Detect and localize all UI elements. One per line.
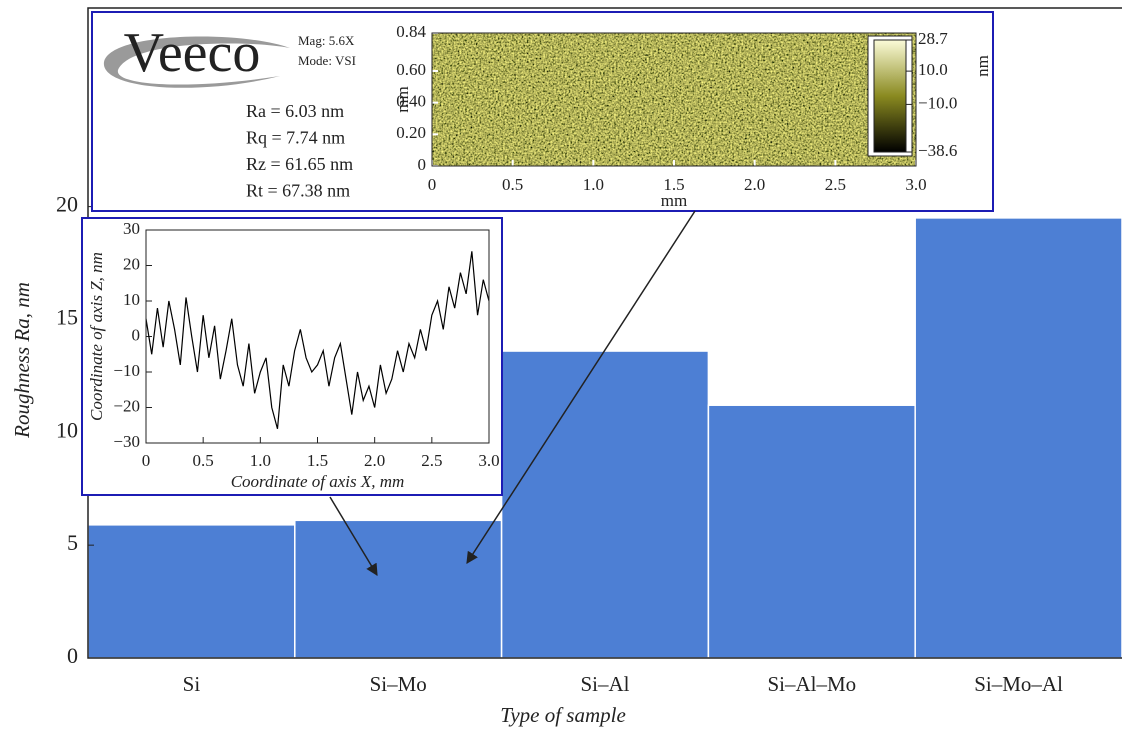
x-tick-label: Si–Al–Mo: [767, 672, 856, 696]
surface-image: [432, 33, 916, 166]
magnification: Mag: 5.6X: [298, 33, 355, 48]
bar: [87, 524, 296, 659]
colorbar-tick-label: −10.0: [918, 93, 957, 112]
x-tick-label: 0: [428, 175, 437, 194]
bar: [914, 217, 1122, 659]
logo: Veeco: [124, 22, 261, 84]
colorbar: [873, 39, 907, 153]
y-axis-label: mm: [393, 86, 412, 112]
y-tick-label: 20: [123, 254, 140, 273]
plot-frame: [145, 229, 490, 444]
y-tick-label: −20: [113, 396, 140, 415]
logo-swoosh: [103, 36, 290, 88]
roughness-parameter: Rq = 7.74 nm: [246, 128, 345, 148]
x-tick-label: Si–Mo–Al: [974, 672, 1063, 696]
x-tick-label: 3.0: [478, 451, 499, 470]
x-axis-label: mm: [661, 191, 687, 210]
colorbar-tick-label: −38.6: [918, 141, 957, 160]
x-tick-label: 2.5: [421, 451, 442, 470]
inset-box: [81, 217, 503, 496]
bar: [707, 404, 916, 659]
x-tick-label: 1.5: [307, 451, 328, 470]
y-axis-label: Roughness Ra, nm: [10, 282, 34, 439]
roughness-parameter: Rt = 67.38 nm: [246, 181, 350, 201]
x-tick-label: 2.0: [364, 451, 385, 470]
y-tick-label: 0.40: [396, 92, 426, 111]
roughness-parameter: Ra = 6.03 nm: [246, 101, 344, 121]
colorbar-tick-label: 28.7: [918, 29, 948, 48]
x-tick-label: 1.0: [583, 175, 604, 194]
x-tick-label: 0: [142, 451, 151, 470]
x-tick-label: 2.5: [825, 175, 846, 194]
x-tick-label: 1.0: [250, 451, 271, 470]
y-tick-label: 10: [56, 417, 78, 442]
arrow: [466, 210, 696, 565]
x-tick-label: 3.0: [905, 175, 926, 194]
surface-inset: Veeco Mag: 5.6X Mode: VSI Ra = 6.03 nm Rq = …: [91, 11, 994, 212]
y-tick-label: −10: [113, 361, 140, 380]
y-tick-label: 0: [67, 643, 78, 668]
x-tick-label: 0.5: [193, 451, 214, 470]
y-tick-label: 30: [123, 219, 140, 238]
y-tick-label: 15: [56, 305, 78, 330]
y-axis-label: Coordinate of axis Z, nm: [87, 252, 106, 421]
main-chart: Si Si–Mo Si–Al Si–Al–Mo Si–Mo–Al 0 5 10 15 20 Type…: [10, 7, 1122, 727]
x-axis-label: Coordinate of axis X, mm: [231, 472, 405, 491]
colorbar-label: nm: [973, 55, 992, 77]
profile-inset: 0 0.5 1.0 1.5 2.0 2.5 3.0 −30 −20 −10 0 10 20 30 Coord…: [81, 217, 503, 496]
y-tick-label: 0: [132, 325, 141, 344]
y-tick-label: −30: [113, 432, 140, 451]
x-tick-label: Si–Mo: [370, 672, 427, 696]
mode: Mode: VSI: [298, 53, 356, 68]
x-tick-label: 0.5: [502, 175, 523, 194]
x-tick-label: Si–Al: [580, 672, 629, 696]
x-tick-label: 1.5: [663, 175, 684, 194]
plot-frame: [431, 32, 917, 167]
y-tick-label: 0.20: [396, 123, 426, 142]
x-tick-label: 2.0: [744, 175, 765, 194]
colorbar-tick-label: 10.0: [918, 60, 948, 79]
profile-line: [145, 251, 490, 429]
x-tick-label: Si: [183, 672, 201, 696]
y-tick-label: 10: [123, 290, 140, 309]
x-axis-label: Type of sample: [500, 703, 626, 727]
arrow: [329, 496, 378, 577]
roughness-parameter: Rz = 61.65 nm: [246, 154, 353, 174]
bar: [500, 350, 710, 659]
y-tick-label: 20: [56, 192, 78, 217]
y-tick-label: 0.60: [396, 60, 426, 79]
y-tick-label: 5: [67, 530, 78, 555]
y-tick-label: 0.84: [396, 22, 426, 41]
y-tick-label: 0: [418, 155, 427, 174]
bar: [294, 519, 503, 659]
